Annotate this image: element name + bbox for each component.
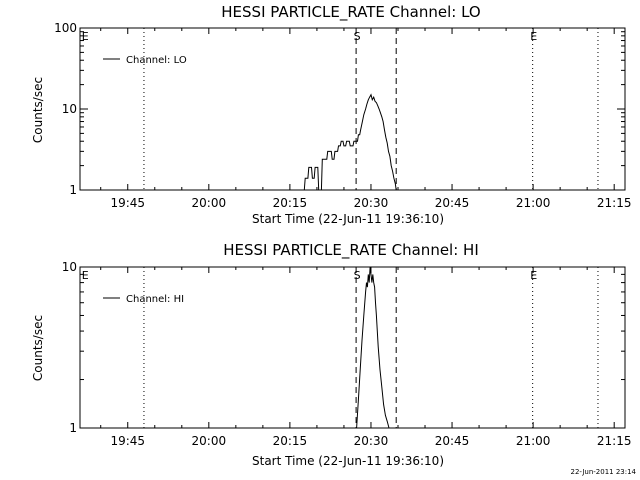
marker-label-hi: E <box>82 269 89 282</box>
y-tick-label-hi: 10 <box>62 260 77 274</box>
y-tick-label-lo: 1 <box>69 183 77 197</box>
x-tick-label-lo: 21:15 <box>597 196 632 210</box>
x-tick-label-hi: 21:15 <box>597 434 632 448</box>
y-tick-label-hi: 1 <box>69 421 77 435</box>
marker-label-hi: E <box>530 269 537 282</box>
legend-lo: Channel: LO <box>103 55 187 66</box>
series-lo <box>303 93 397 191</box>
ticks-hi: 19:45 20:00 20:15 20:30 20:45 21:00 21:15 1 10 <box>62 260 632 448</box>
x-tick-label-lo: 21:00 <box>516 196 551 210</box>
x-tick-label-hi: 19:45 <box>110 434 145 448</box>
series-hi <box>356 266 390 429</box>
y-axis-label-lo: Counts/sec <box>31 77 45 143</box>
marker-label-hi: S <box>354 269 361 282</box>
x-tick-label-hi: 20:15 <box>273 434 308 448</box>
y-tick-label-lo: 100 <box>54 21 77 35</box>
legend-label-lo: Channel: LO <box>126 55 187 66</box>
chart-title-hi: HESSI PARTICLE_RATE Channel: HI <box>223 241 479 260</box>
plot-area-hi <box>79 266 626 429</box>
x-tick-label-hi: 20:30 <box>354 434 389 448</box>
x-tick-label-hi: 20:45 <box>435 434 470 448</box>
legend-hi: Channel: HI <box>103 294 184 305</box>
x-tick-label-lo: 20:00 <box>192 196 227 210</box>
x-tick-label-hi: 21:00 <box>516 434 551 448</box>
x-tick-label-lo: 19:45 <box>110 196 145 210</box>
series-line-lo <box>303 93 397 191</box>
y-tick-label-lo: 10 <box>62 102 77 116</box>
chart-panel-lo: HESSI PARTICLE_RATE Channel: LO E S E 19:4… <box>31 3 631 226</box>
x-tick-label-lo: 20:30 <box>354 196 389 210</box>
timestamp: 22-Jun-2011 23:14 <box>571 468 637 476</box>
chart-panel-hi: HESSI PARTICLE_RATE Channel: HI E S E 19:4… <box>31 241 631 468</box>
x-tick-label-hi: 20:00 <box>192 434 227 448</box>
x-axis-label-lo: Start Time (22-Jun-11 19:36:10) <box>252 212 444 226</box>
x-tick-label-lo: 20:45 <box>435 196 470 210</box>
x-tick-label-lo: 20:15 <box>273 196 308 210</box>
y-axis-label-hi: Counts/sec <box>31 315 45 381</box>
marker-label-lo: S <box>354 30 361 43</box>
ticks-lo: 19:45 20:00 20:15 20:30 20:45 21:00 21:15 1 10 10… <box>54 21 631 210</box>
x-axis-label-hi: Start Time (22-Jun-11 19:36:10) <box>252 454 444 468</box>
marker-label-lo: E <box>82 30 89 43</box>
legend-label-hi: Channel: HI <box>126 294 184 305</box>
series-line-hi <box>356 266 390 429</box>
marker-label-lo: E <box>530 30 537 43</box>
chart-title-lo: HESSI PARTICLE_RATE Channel: LO <box>221 3 480 22</box>
